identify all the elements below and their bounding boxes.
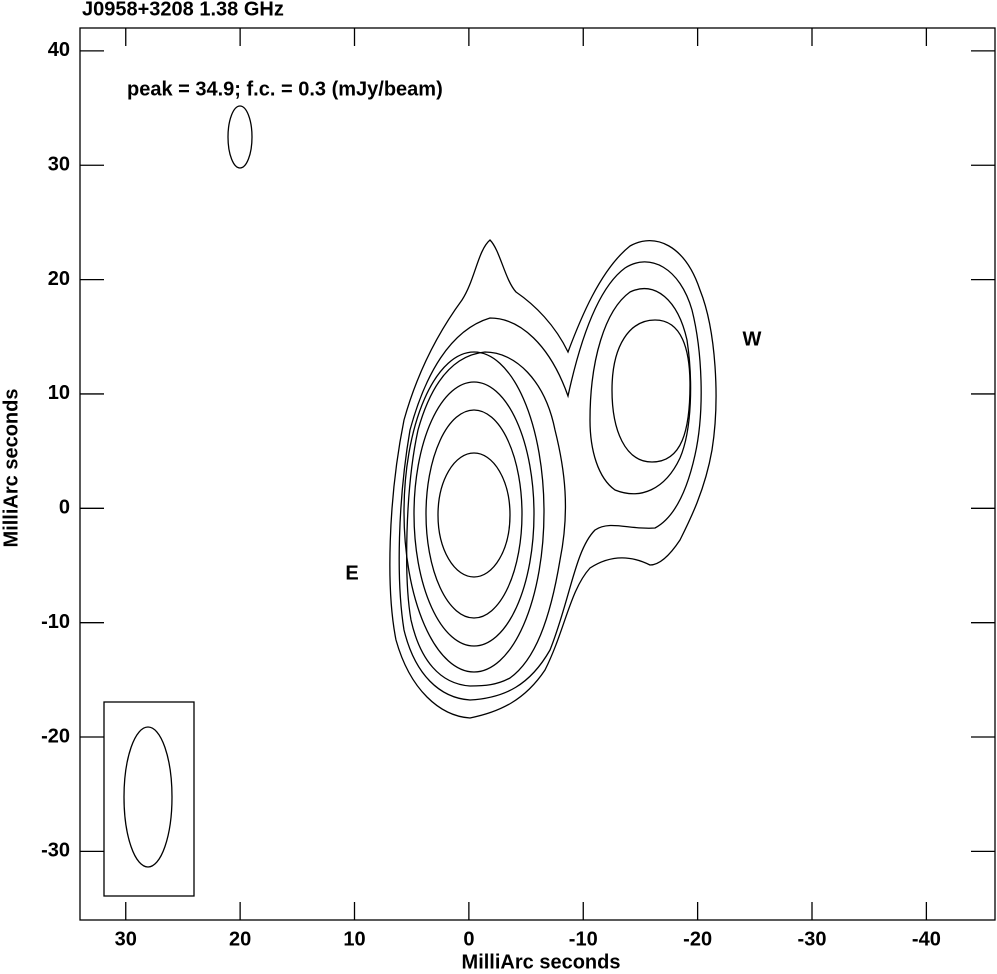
x-tick-label: -40 <box>912 928 941 950</box>
contour <box>406 351 567 687</box>
y-tick-label: 0 <box>59 497 70 519</box>
contour <box>611 319 691 463</box>
chart-title: J0958+3208 1.38 GHz <box>82 0 284 20</box>
y-tick-label: 20 <box>48 268 70 290</box>
x-axis-label: MilliArc seconds <box>462 951 621 973</box>
component-label: E <box>345 562 358 584</box>
x-tick-label: -30 <box>798 928 827 950</box>
contour <box>413 381 535 647</box>
contour <box>389 239 717 719</box>
y-tick-label: -30 <box>41 840 70 862</box>
annotation: peak = 34.9; f.c. = 0.3 (mJy/beam) <box>127 78 443 100</box>
x-tick-label: 10 <box>343 928 365 950</box>
y-tick-label: 10 <box>48 382 70 404</box>
plot-frame <box>79 27 996 921</box>
component-label: W <box>743 328 762 350</box>
contour <box>437 452 511 578</box>
y-axis-label: MilliArc seconds <box>0 389 22 548</box>
beam <box>123 726 173 868</box>
x-tick-label: 20 <box>229 928 251 950</box>
contour <box>425 409 523 619</box>
x-tick-label: 0 <box>463 928 474 950</box>
contour <box>227 105 253 169</box>
contour <box>403 351 545 673</box>
x-tick-label: -20 <box>683 928 712 950</box>
x-tick-label: 30 <box>115 928 137 950</box>
y-tick-label: -20 <box>41 725 70 747</box>
x-tick-label: -10 <box>569 928 598 950</box>
beam-box <box>103 701 195 897</box>
contour <box>398 261 702 701</box>
y-tick-label: 30 <box>48 154 70 176</box>
contours <box>227 105 717 719</box>
y-tick-label: -10 <box>41 611 70 633</box>
y-tick-label: 40 <box>48 39 70 61</box>
contour <box>589 287 692 495</box>
